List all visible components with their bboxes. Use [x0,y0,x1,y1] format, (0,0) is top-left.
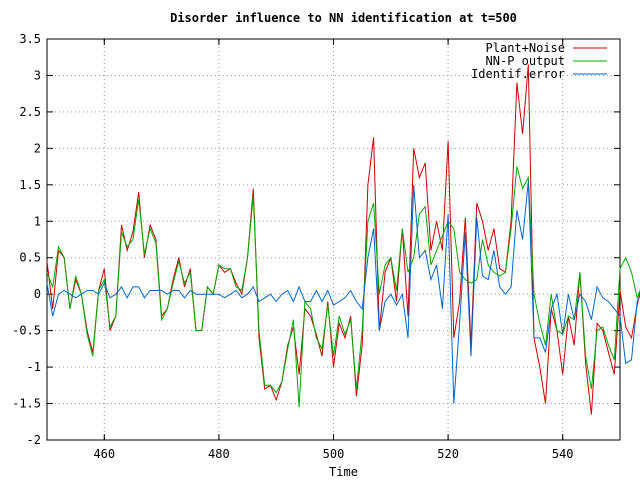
y-tick-label: 1.5 [19,178,41,192]
y-tick-label: -1.5 [12,397,41,411]
y-tick-label: 3.5 [19,32,41,46]
axis-ticks: -2 -1.5 -1 -0.5 0 0.5 1 1.5 2 2.5 3 3.5 460 480 500 520… [12,32,620,461]
y-tick-label: 1 [34,214,41,228]
x-tick-label: 540 [552,447,574,461]
y-tick-label: 0 [34,287,41,301]
series-line-nn-p-output [46,166,640,408]
y-tick-label: -0.5 [12,324,41,338]
series-line-identif-error [46,181,640,404]
legend-label: Identif.error [471,67,565,81]
y-tick-label: 3 [34,68,41,82]
legend-label: NN-P output [486,54,565,68]
x-axis-label: Time [329,465,358,479]
y-tick-label: -2 [27,433,41,447]
x-tick-label: 500 [323,447,345,461]
legend-label: Plant+Noise [486,41,565,55]
x-tick-label: 480 [208,447,230,461]
y-tick-label: 0.5 [19,251,41,265]
y-tick-label: 2.5 [19,105,41,119]
x-tick-label: 520 [437,447,459,461]
y-tick-label: -1 [27,360,41,374]
x-tick-label: 460 [93,447,115,461]
chart-title: Disorder influence to NN identification … [170,11,517,25]
grid-lines [47,39,620,440]
series-line-plant-noise [46,64,640,415]
y-tick-label: 2 [34,141,41,155]
series-lines [46,64,640,415]
